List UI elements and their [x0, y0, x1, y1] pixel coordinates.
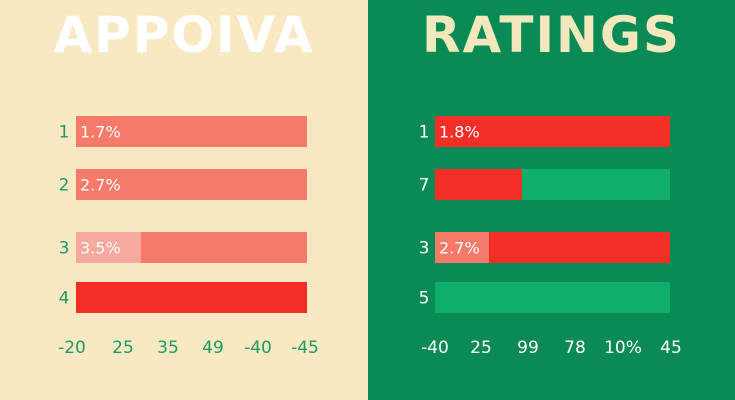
left-bar-row: 4 [59, 282, 307, 313]
left-bar-segment [76, 169, 307, 200]
right-row-label: 3 [419, 239, 430, 259]
right-bar-segment [435, 282, 670, 313]
right-bar-row: 1 1.8% [419, 116, 670, 147]
left-x-tick-label: -45 [291, 338, 319, 358]
left-row-label: 2 [59, 176, 70, 196]
left-row-label: 4 [59, 289, 70, 309]
right-bar-row: 7 [419, 169, 670, 200]
left-bar-value-label: 1.7% [80, 123, 121, 142]
right-x-tick-label: 99 [517, 338, 539, 358]
right-x-tick-label: -40 [421, 338, 449, 358]
left-chart-plot: 1 1.7% 2 2.7% 3 3.5% 4 -20 25 35 49 -40 -45 [58, 116, 319, 358]
right-x-tick-label: 78 [564, 338, 586, 358]
right-bar-segment [435, 169, 522, 200]
right-x-tick-label: 25 [470, 338, 492, 358]
left-bar-segment [140, 232, 307, 263]
left-bar-segment [76, 232, 141, 263]
right-bar-segment [489, 232, 670, 263]
right-bar-segment [521, 169, 670, 200]
left-row-label: 3 [59, 239, 70, 259]
left-bar-row: 2 2.7% [59, 169, 307, 200]
left-bar-segment [76, 282, 307, 313]
right-chart-title: RATINGS [422, 6, 681, 64]
left-bar-value-label: 2.7% [80, 176, 121, 195]
left-bar-segment [76, 116, 307, 147]
right-chart-plot: 1 1.8% 7 3 2.7% 5 -40 25 99 78 10% 45 [419, 116, 682, 358]
left-bar-row: 1 1.7% [59, 116, 307, 147]
left-chart-title: APPOIVA [53, 6, 315, 64]
right-chart-panel: RATINGS 1 1.8% 7 3 2.7% 5 -40 25 99 78 10% 45 [368, 0, 735, 400]
right-row-label: 1 [419, 123, 430, 143]
right-bar-segment [435, 232, 490, 263]
left-x-tick-label: -40 [244, 338, 272, 358]
right-bar-row: 3 2.7% [419, 232, 670, 263]
left-x-tick-label: 25 [112, 338, 134, 358]
right-bar-value-label: 2.7% [439, 239, 480, 258]
right-row-label: 7 [419, 176, 430, 196]
left-bar-value-label: 3.5% [80, 239, 121, 258]
right-x-tick-label: 45 [660, 338, 682, 358]
right-bar-value-label: 1.8% [439, 123, 480, 142]
left-bar-row: 3 3.5% [59, 232, 307, 263]
right-bar-row: 5 [419, 282, 670, 313]
right-x-tick-label: 10% [604, 338, 642, 358]
left-chart-panel: APPOIVA 1 1.7% 2 2.7% 3 3.5% 4 -20 25 35 49 -40 -45 [0, 0, 368, 400]
right-bar-segment [435, 116, 670, 147]
left-x-tick-label: 35 [157, 338, 179, 358]
left-row-label: 1 [59, 123, 70, 143]
left-x-tick-label: -20 [58, 338, 86, 358]
right-row-label: 5 [419, 289, 430, 309]
left-x-tick-label: 49 [202, 338, 224, 358]
